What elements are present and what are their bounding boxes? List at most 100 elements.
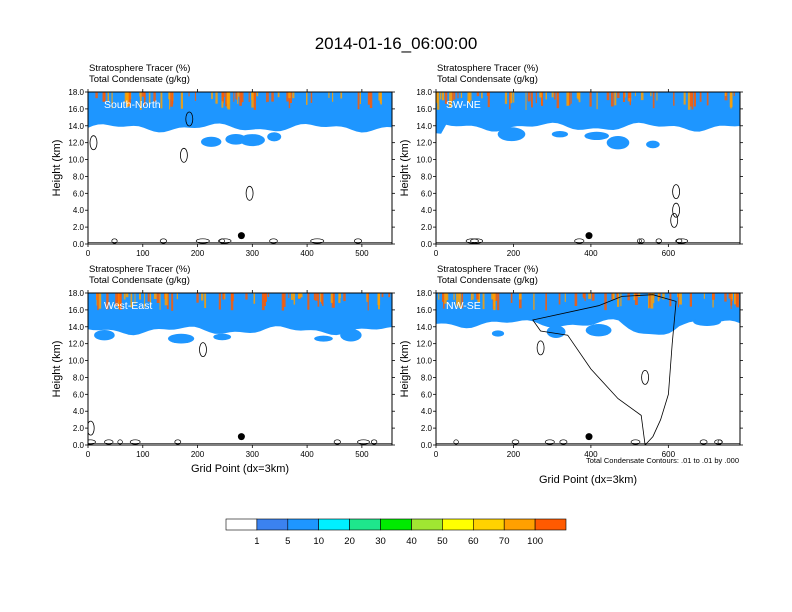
tracer-streak <box>440 92 442 100</box>
x-tick-label: 400 <box>584 249 598 258</box>
x-tick-label: 100 <box>136 450 150 459</box>
x-tick-label: 500 <box>355 450 369 459</box>
location-marker <box>237 232 245 240</box>
tracer-streak <box>574 293 578 306</box>
field-label-tracer: Stratosphere Tracer (%) <box>89 63 190 74</box>
condensate-contour <box>672 202 680 218</box>
tracer-streak <box>130 293 133 308</box>
tracer-streak <box>689 293 692 307</box>
condensate-contour <box>129 439 141 445</box>
tracer-streak <box>470 293 473 301</box>
tracer-streak <box>441 92 445 101</box>
tracer-streak <box>554 92 556 100</box>
tracer-streak <box>315 293 318 301</box>
field-label-condensate: Total Condensate (g/kg) <box>437 74 538 85</box>
colorbar-label: 60 <box>468 536 479 547</box>
tracer-streak <box>706 92 709 106</box>
tracer-streak <box>712 293 714 308</box>
tracer-streak <box>612 293 615 300</box>
tracer-streak <box>712 293 715 300</box>
tracer-streak <box>388 293 391 298</box>
tracer-streak <box>310 92 313 103</box>
tracer-streak <box>266 92 268 103</box>
tracer-streak <box>147 293 150 302</box>
tracer-streak <box>662 293 665 300</box>
y-tick-label: 6.0 <box>421 189 433 198</box>
tracer-streak <box>650 92 652 97</box>
tracer-streak <box>321 293 323 304</box>
y-tick-label: 10.0 <box>416 357 432 366</box>
tracer-streak <box>251 92 253 100</box>
cloud-blob <box>314 335 333 342</box>
y-tick-label: 0.0 <box>73 441 85 450</box>
tracer-streak <box>588 293 591 299</box>
axes: 0.0 2.0 4.0 6.0 8.0 10.0 12.0 14.0 16.0 18.0 0 100 2… <box>68 289 395 459</box>
y-tick-label: 14.0 <box>68 323 84 332</box>
tracer-streak <box>377 293 381 306</box>
x-tick-label: 200 <box>191 249 205 258</box>
tracer-streak <box>518 293 522 300</box>
location-marker <box>585 232 593 240</box>
y-tick-label: 4.0 <box>421 206 433 215</box>
tracer-streak <box>519 293 522 309</box>
colorbar-box <box>349 518 381 531</box>
tracer-streak <box>445 293 449 301</box>
cloud-blob <box>201 136 222 147</box>
tracer-streak <box>98 293 102 309</box>
panel-label: South-North <box>104 99 161 111</box>
location-marker <box>585 433 593 441</box>
y-tick-label: 12.0 <box>68 340 84 349</box>
tracer-streak <box>677 293 679 308</box>
tracer-streak <box>578 92 581 103</box>
condensate-plume-contour <box>532 294 677 445</box>
tracer-streak <box>153 293 157 299</box>
condensate-contour <box>219 238 225 244</box>
tracer-streak <box>657 293 660 302</box>
tracer-streak <box>541 92 544 106</box>
tracer-streak <box>96 293 98 306</box>
colorbar-label: 40 <box>406 536 417 547</box>
x-tick-label: 200 <box>507 450 521 459</box>
tracer-streak <box>143 92 146 106</box>
y-tick-label: 10.0 <box>68 357 84 366</box>
tracer-streak <box>734 293 736 305</box>
y-tick-label: 6.0 <box>73 390 85 399</box>
x-tick-label: 300 <box>246 249 260 258</box>
panel-label: SW-NE <box>446 99 481 111</box>
tracer-streak <box>736 293 739 308</box>
tracer-streak <box>271 92 274 102</box>
tracer-streak <box>343 293 346 302</box>
tracer-streak <box>307 293 310 310</box>
condensate-contour <box>111 238 118 244</box>
x-tick-label: 100 <box>136 249 150 258</box>
y-tick-label: 8.0 <box>73 373 85 382</box>
tracer-streak <box>225 92 227 107</box>
y-axis-label: Height (km) <box>51 341 63 398</box>
tracer-streak <box>149 293 152 306</box>
tracer-streak <box>650 293 654 309</box>
tracer-streak <box>724 293 727 302</box>
tracer-streak <box>683 92 686 105</box>
tracer-streak <box>171 293 174 311</box>
cloud-blob <box>584 131 609 140</box>
condensate-contour <box>89 135 98 151</box>
tracer-streak <box>180 92 183 109</box>
tracer-streak <box>176 293 178 300</box>
tracer-streak <box>267 293 270 297</box>
x-tick-label: 500 <box>355 249 369 258</box>
tracer-streak <box>267 92 269 102</box>
colorbar-box <box>318 518 350 531</box>
tracer-streak <box>691 92 694 110</box>
tracer-streak <box>297 293 301 299</box>
tracer-streak <box>591 293 595 301</box>
tracer-streak <box>139 92 141 97</box>
x-tick-label: 300 <box>246 450 260 459</box>
cloud-blob <box>585 324 612 337</box>
field-label-tracer: Stratosphere Tracer (%) <box>89 264 190 275</box>
y-tick-label: 8.0 <box>73 172 85 181</box>
tracer-streak <box>634 92 636 97</box>
tracer-streak <box>340 92 343 99</box>
tracer-streak <box>328 92 330 98</box>
tracer-streak <box>627 293 630 301</box>
y-tick-label: 2.0 <box>73 424 85 433</box>
